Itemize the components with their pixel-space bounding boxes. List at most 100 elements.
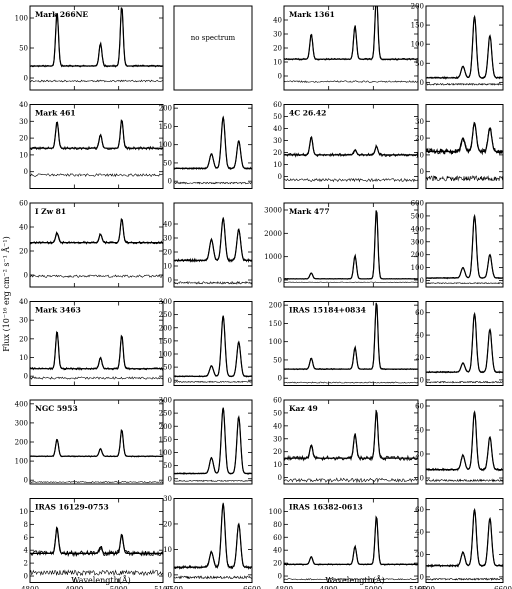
spectrum-line bbox=[284, 135, 418, 158]
panel-10: 4800 4900 5000 5100 0 2 4 6 8 10 IRAS 16129-0753 65… bbox=[19, 495, 261, 589]
panel-frame bbox=[425, 104, 504, 189]
panel-11: 4800 4900 5000 5100 0 20 40 60 80 100 IRAS 16382-0… bbox=[269, 498, 512, 589]
residual-line bbox=[30, 173, 163, 178]
fit-line bbox=[426, 121, 503, 153]
panel-frame bbox=[173, 301, 253, 386]
y-tick-label: 50 bbox=[273, 409, 282, 417]
y-tick-label: 40 bbox=[163, 221, 172, 229]
fit-line bbox=[174, 315, 252, 377]
y-tick-label: 100 bbox=[15, 458, 28, 466]
y-tick-label: 50 bbox=[163, 159, 172, 167]
y-tick-label: 100 bbox=[159, 449, 172, 457]
object-label: Mark 1361 bbox=[289, 10, 335, 19]
residual-line bbox=[30, 376, 163, 380]
y-tick-label: 10 bbox=[163, 546, 172, 554]
y-tick-label: 500 bbox=[411, 212, 424, 220]
panel-4: 0 20 40 60 I Zw 81 0 10 20 30 40 bbox=[19, 200, 253, 288]
y-tick-label: 40 bbox=[415, 427, 424, 435]
x-tick-label: 6500 bbox=[417, 586, 435, 589]
panel-frame bbox=[283, 301, 419, 386]
x-tick-label: 4800 bbox=[21, 586, 39, 589]
object-label: Mark 266NE bbox=[35, 10, 88, 19]
x-tick-label: 5000 bbox=[364, 586, 382, 589]
panel-6: 0 10 20 30 40 Mark 3463 0 50 100 150 200 250 300 bbox=[19, 298, 253, 386]
panel-frame bbox=[283, 104, 419, 189]
y-tick-label: 10 bbox=[273, 59, 282, 67]
y-tick-label: 20 bbox=[19, 248, 28, 256]
y-tick-label: 6 bbox=[24, 534, 29, 542]
spectrum-line bbox=[284, 6, 418, 61]
y-tick-label: 300 bbox=[159, 298, 172, 306]
y-tick-label: 20 bbox=[273, 149, 282, 157]
x-tick-label: 6500 bbox=[165, 586, 183, 589]
panel-frame bbox=[283, 202, 419, 288]
panel-frame bbox=[173, 202, 253, 288]
y-tick-label: 20 bbox=[163, 520, 172, 528]
fit-line bbox=[426, 507, 503, 567]
residual-line bbox=[284, 281, 418, 284]
panel-frame bbox=[173, 5, 253, 91]
residual-line bbox=[426, 478, 503, 483]
y-tick-label: 20 bbox=[273, 45, 282, 53]
residual-line bbox=[426, 281, 503, 285]
y-tick-label: 300 bbox=[159, 397, 172, 405]
x-tick-label: 5100 bbox=[409, 586, 427, 589]
object-label: 4C 26.42 bbox=[289, 109, 326, 118]
y-tick-label: 0 bbox=[278, 375, 282, 383]
residual-line bbox=[30, 481, 163, 484]
y-tick-label: 0 bbox=[168, 178, 172, 186]
y-tick-label: 50 bbox=[273, 356, 282, 364]
object-label: IRAS 15184+0834 bbox=[289, 306, 366, 315]
residual-line bbox=[284, 178, 418, 183]
y-tick-label: 40 bbox=[273, 547, 282, 555]
fit-line bbox=[284, 6, 418, 60]
panel-frame bbox=[173, 498, 253, 583]
fit-line bbox=[174, 407, 252, 475]
y-tick-label: 200 bbox=[411, 3, 424, 11]
y-tick-label: 40 bbox=[19, 101, 28, 109]
y-tick-label: 20 bbox=[273, 448, 282, 456]
panel-9: 0 10 20 30 40 50 60 Kaz 49 0 20 40 60 bbox=[273, 397, 504, 485]
y-tick-label: 40 bbox=[19, 298, 28, 306]
panel-frame bbox=[283, 399, 419, 485]
fit-line bbox=[426, 14, 503, 79]
residual-line bbox=[284, 578, 418, 581]
y-tick-label: 0 bbox=[278, 73, 282, 81]
residual-line bbox=[30, 274, 163, 278]
panel-frame bbox=[29, 301, 164, 386]
y-tick-label: 60 bbox=[415, 309, 424, 317]
x-tick-label: 6600 bbox=[494, 586, 512, 589]
y-tick-label: 0 bbox=[24, 477, 28, 485]
y-tick-label: 400 bbox=[411, 225, 424, 233]
spectrum-line bbox=[30, 217, 163, 245]
residual-line bbox=[284, 477, 418, 484]
y-tick-label: 10 bbox=[273, 461, 282, 469]
y-tick-label: 0 bbox=[420, 573, 424, 581]
object-label: NGC 5953 bbox=[35, 404, 78, 413]
residual-line bbox=[426, 82, 503, 86]
y-tick-label: 30 bbox=[273, 435, 282, 443]
y-tick-label: 30 bbox=[19, 118, 28, 126]
y-tick-label: 150 bbox=[159, 436, 172, 444]
spectrum-line bbox=[30, 526, 163, 558]
y-tick-label: 30 bbox=[273, 137, 282, 145]
fit-line bbox=[284, 303, 418, 370]
residual-line bbox=[174, 380, 252, 383]
panel-7: 0 50 100 150 200 IRAS 15184+0834 0 20 40 60 bbox=[269, 301, 504, 386]
object-label: Mark 461 bbox=[35, 109, 76, 118]
y-tick-label: 40 bbox=[19, 224, 28, 232]
residual-line bbox=[426, 577, 503, 582]
y-tick-label: 150 bbox=[269, 320, 282, 328]
y-tick-label: 100 bbox=[159, 351, 172, 359]
panel-2: 0 10 20 30 40 Mark 461 0 50 100 150 200 bbox=[19, 101, 253, 189]
no-spectrum-text: no spectrum bbox=[191, 34, 236, 42]
x-tick-label: 4900 bbox=[320, 586, 338, 589]
y-tick-label: 60 bbox=[273, 101, 282, 109]
fit-line bbox=[284, 515, 418, 565]
spectrum-line bbox=[30, 429, 163, 458]
object-label: Mark 3463 bbox=[35, 306, 81, 315]
x-axis-label-right: Wavelength(Å) bbox=[325, 576, 385, 585]
y-tick-label: 100 bbox=[411, 264, 424, 272]
y-tick-label: 200 bbox=[15, 439, 28, 447]
